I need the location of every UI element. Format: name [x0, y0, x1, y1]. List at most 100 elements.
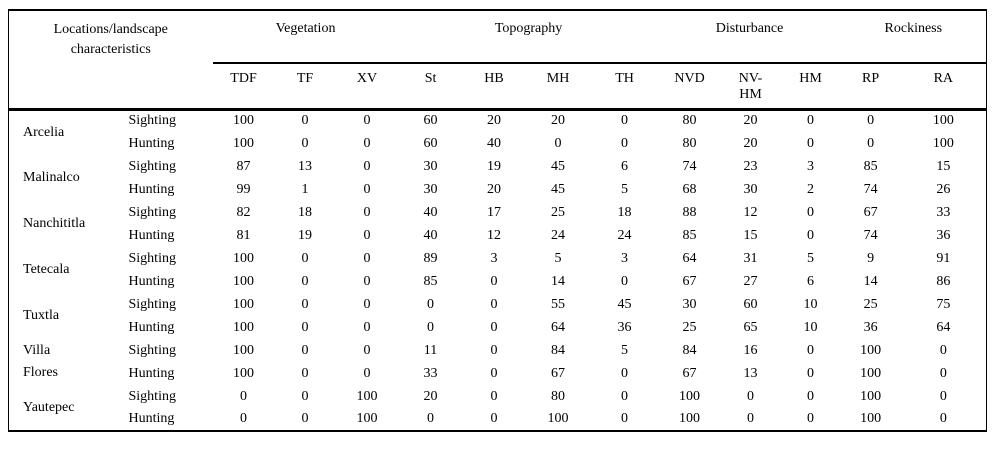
value-cell: 0 [363, 273, 371, 289]
record-type-cell: Hunting [128, 273, 175, 289]
value-cell: 100 [356, 388, 378, 404]
value-cell: 100 [860, 342, 882, 358]
location-cell: Villa Flores [23, 343, 58, 380]
value-cell: 87 [236, 158, 251, 174]
value-cell: 100 [679, 411, 701, 426]
value-cell: 84 [682, 342, 697, 358]
value-cell: 0 [301, 388, 309, 404]
column-header-st: St [398, 63, 463, 111]
record-type-cell: Sighting [128, 342, 176, 358]
value-cell: 0 [363, 365, 371, 381]
column-header-hb: HB [462, 63, 526, 111]
value-cell: 9 [867, 250, 875, 266]
record-type-cell: Sighting [128, 204, 176, 220]
value-cell: 0 [363, 158, 371, 174]
value-cell: 67 [682, 365, 697, 381]
value-cell: 55 [551, 296, 566, 312]
value-cell: 26 [936, 181, 951, 197]
value-cell: 0 [363, 204, 371, 220]
value-cell: 10 [803, 296, 818, 312]
record-type-cell: Sighting [128, 388, 176, 404]
value-cell: 64 [551, 319, 566, 335]
location-cell: Arcelia [23, 124, 65, 140]
value-cell: 68 [682, 181, 697, 197]
value-cell: 27 [743, 273, 758, 289]
value-cell: 0 [363, 296, 371, 312]
value-cell: 15 [936, 158, 951, 174]
value-cell: 0 [363, 113, 371, 129]
value-cell: 60 [423, 113, 438, 129]
value-cell: 30 [682, 296, 697, 312]
value-cell: 0 [939, 411, 947, 426]
value-cell: 30 [743, 181, 758, 197]
column-header-xv: XV [335, 63, 399, 111]
value-cell: 99 [236, 181, 251, 197]
value-cell: 23 [743, 158, 758, 174]
value-cell: 6 [807, 273, 815, 289]
value-cell: 40 [487, 135, 502, 151]
value-cell: 0 [301, 273, 309, 289]
value-cell: 0 [807, 342, 815, 358]
location-cell: Tuxtla [23, 308, 60, 323]
value-cell: 100 [233, 135, 255, 151]
value-cell: 100 [860, 411, 882, 426]
value-cell: 31 [743, 250, 758, 266]
value-cell: 0 [363, 181, 371, 197]
value-cell: 20 [423, 388, 438, 404]
value-cell: 86 [936, 273, 951, 289]
record-type-cell: Sighting [128, 250, 176, 266]
value-cell: 25 [863, 296, 878, 312]
record-type-cell: Sighting [128, 296, 176, 312]
record-type-cell: Hunting [128, 135, 175, 151]
value-cell: 0 [490, 273, 498, 289]
value-cell: 15 [743, 227, 758, 243]
column-header-mh: MH [525, 63, 591, 111]
table-row: Hunting 81 19 0 40 12 24 24 85 15 0 74 36 [9, 224, 987, 247]
record-type-cell: Sighting [128, 113, 176, 129]
value-cell: 100 [547, 411, 569, 426]
value-cell: 0 [301, 113, 309, 129]
value-cell: 0 [427, 319, 435, 335]
value-cell: 64 [682, 250, 697, 266]
value-cell: 80 [682, 113, 697, 129]
value-cell: 0 [490, 296, 498, 312]
value-cell: 3 [490, 250, 498, 266]
group-header-rockiness: Rockiness [840, 10, 987, 64]
value-cell: 60 [743, 296, 758, 312]
value-cell: 0 [807, 365, 815, 381]
value-cell: 74 [682, 158, 697, 174]
table-row: Villa Flores Sighting 100 0 0 11 0 84 5 84 16 0 100 0 [9, 339, 987, 381]
value-cell: 0 [807, 204, 815, 220]
value-cell: 0 [427, 411, 435, 426]
record-type-cell: Hunting [128, 411, 175, 426]
value-cell: 67 [863, 204, 878, 220]
value-cell: 6 [621, 158, 629, 174]
value-cell: 17 [487, 204, 502, 220]
value-cell: 0 [747, 388, 755, 404]
value-cell: 89 [423, 250, 438, 266]
value-cell: 5 [621, 342, 629, 358]
value-cell: 100 [932, 113, 954, 129]
value-cell: 85 [423, 273, 438, 289]
value-cell: 0 [363, 227, 371, 243]
value-cell: 0 [363, 135, 371, 151]
value-cell: 0 [240, 388, 248, 404]
table-row: Malinalco Sighting 87 13 0 30 19 45 6 74 23 3 85 15 [9, 155, 987, 186]
value-cell: 0 [363, 250, 371, 266]
table-row: Tuxtla Sighting 100 0 0 0 0 55 45 30 60 10 25 75 [9, 293, 987, 324]
value-cell: 0 [867, 135, 875, 151]
value-cell: 100 [932, 135, 954, 151]
column-header-th: TH [590, 63, 659, 111]
column-header-ra: RA [900, 63, 987, 111]
value-cell: 88 [682, 204, 697, 220]
value-cell: 5 [554, 250, 562, 266]
value-cell: 18 [617, 204, 632, 220]
value-cell: 0 [363, 342, 371, 358]
value-cell: 100 [233, 273, 255, 289]
value-cell: 0 [621, 365, 629, 381]
value-cell: 0 [807, 113, 815, 129]
value-cell: 100 [356, 411, 378, 426]
value-cell: 0 [554, 135, 562, 151]
record-type-cell: Hunting [128, 319, 175, 335]
value-cell: 0 [363, 319, 371, 335]
